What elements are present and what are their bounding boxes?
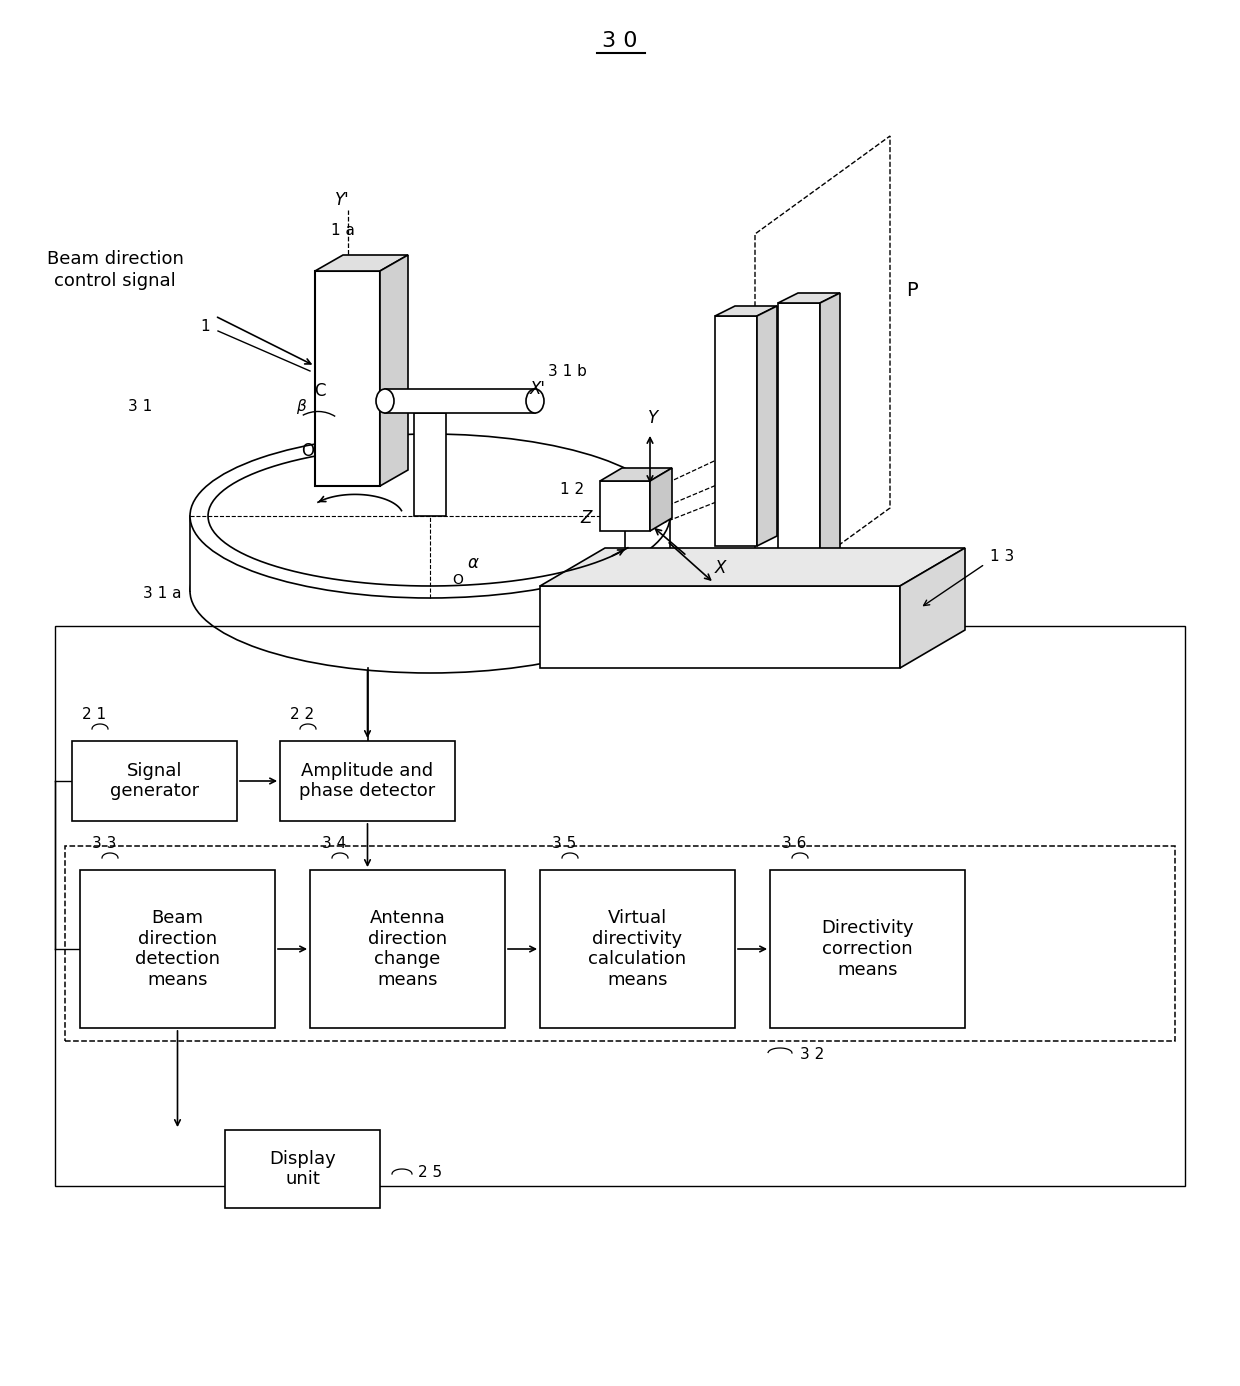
Text: C: C [314, 383, 326, 401]
Text: Virtual
directivity
calculation
means: Virtual directivity calculation means [589, 909, 687, 990]
FancyBboxPatch shape [315, 272, 379, 486]
Text: Beam direction
control signal: Beam direction control signal [47, 249, 184, 290]
FancyBboxPatch shape [539, 870, 735, 1028]
Text: 2 1: 2 1 [82, 707, 107, 722]
Text: 1 2: 1 2 [560, 482, 584, 498]
FancyBboxPatch shape [539, 586, 900, 668]
FancyBboxPatch shape [600, 481, 650, 531]
FancyBboxPatch shape [414, 413, 446, 516]
Text: 2 2: 2 2 [290, 707, 314, 722]
Text: 3 0: 3 0 [603, 30, 637, 51]
Polygon shape [315, 255, 408, 272]
Text: Beam
direction
detection
means: Beam direction detection means [135, 909, 219, 990]
FancyBboxPatch shape [224, 1130, 379, 1209]
Text: Directivity
correction
means: Directivity correction means [821, 919, 914, 979]
FancyBboxPatch shape [310, 870, 505, 1028]
Ellipse shape [526, 389, 544, 413]
Text: Z: Z [580, 509, 591, 527]
Polygon shape [190, 516, 670, 590]
Text: 1 a: 1 a [331, 223, 355, 238]
Text: P: P [906, 281, 918, 299]
Text: 3 1 b: 3 1 b [548, 365, 587, 378]
Ellipse shape [190, 509, 670, 674]
Polygon shape [650, 468, 672, 531]
Text: 3 6: 3 6 [782, 836, 806, 851]
Text: 3 5: 3 5 [552, 836, 577, 851]
Text: 3 4: 3 4 [322, 836, 346, 851]
Polygon shape [715, 306, 777, 316]
Polygon shape [777, 292, 839, 304]
FancyBboxPatch shape [384, 389, 534, 413]
Text: Signal
generator: Signal generator [110, 761, 200, 800]
Ellipse shape [376, 389, 394, 413]
Text: β: β [296, 399, 306, 414]
Polygon shape [539, 547, 965, 586]
Text: Amplitude and
phase detector: Amplitude and phase detector [299, 761, 435, 800]
Text: 2 5: 2 5 [418, 1166, 443, 1179]
FancyBboxPatch shape [280, 742, 455, 821]
Text: Antenna
direction
change
means: Antenna direction change means [368, 909, 448, 990]
Text: Display
unit: Display unit [269, 1149, 336, 1188]
Polygon shape [900, 547, 965, 668]
Text: 3 1: 3 1 [128, 399, 153, 414]
Text: 1: 1 [200, 319, 210, 334]
Text: α: α [467, 554, 479, 572]
Text: 3 3: 3 3 [92, 836, 117, 851]
Text: O: O [301, 442, 315, 460]
Text: 1 3: 1 3 [990, 549, 1014, 564]
FancyBboxPatch shape [81, 870, 275, 1028]
Text: 3 1 a: 3 1 a [143, 586, 181, 602]
Text: X': X' [529, 380, 546, 398]
Polygon shape [756, 306, 777, 546]
FancyBboxPatch shape [715, 316, 756, 546]
Text: Y': Y' [335, 191, 350, 209]
Text: 3 2: 3 2 [800, 1046, 825, 1062]
FancyBboxPatch shape [72, 742, 237, 821]
Polygon shape [820, 292, 839, 568]
FancyBboxPatch shape [770, 870, 965, 1028]
Text: Y: Y [649, 409, 658, 427]
Ellipse shape [190, 434, 670, 597]
Polygon shape [379, 255, 408, 486]
Text: X: X [714, 559, 725, 577]
Polygon shape [600, 468, 672, 481]
FancyBboxPatch shape [777, 304, 820, 568]
Text: O: O [453, 572, 463, 588]
